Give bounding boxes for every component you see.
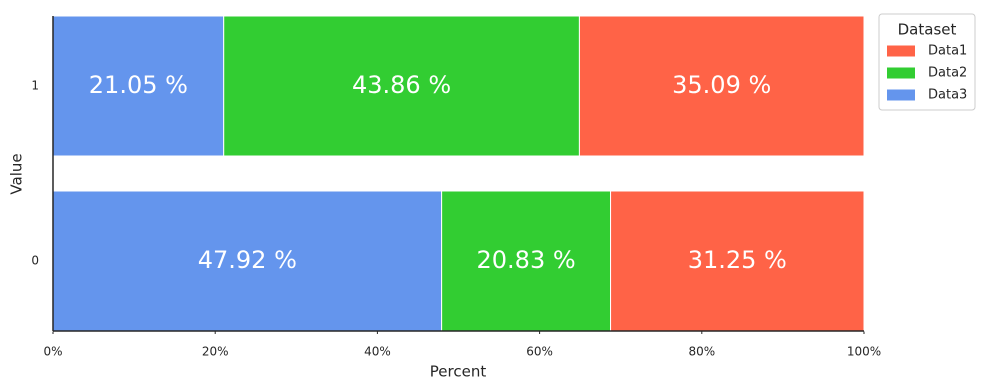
value-label: 43.86 % [352, 71, 451, 99]
value-label: 21.05 % [89, 71, 188, 99]
legend-box [878, 13, 976, 111]
legend-swatch [887, 45, 915, 57]
value-label: 31.25 % [688, 246, 787, 274]
value-label: 35.09 % [672, 71, 771, 99]
x-tick-label: 20% [202, 345, 229, 359]
legend-swatch [887, 89, 915, 101]
value-label: 20.83 % [477, 246, 576, 274]
y-tick-label: 0 [31, 254, 39, 268]
legend-swatch [887, 67, 915, 79]
legend-label: Data3 [928, 88, 967, 103]
bar-segment [578, 15, 865, 157]
y-axis-label: Value [8, 153, 26, 194]
bar-segment [223, 15, 580, 157]
x-axis-label: Percent [430, 363, 487, 381]
x-tick-label: 0% [43, 345, 62, 359]
y-tick-label: 1 [31, 79, 39, 93]
x-tick-label: 100% [847, 345, 881, 359]
value-label: 47.92 % [198, 246, 297, 274]
bar-segment [52, 15, 225, 157]
legend-label: Data2 [928, 66, 967, 81]
x-tick-label: 40% [364, 345, 391, 359]
x-tick-label: 60% [526, 345, 553, 359]
legend-title: Dataset [898, 21, 957, 39]
legend-label: Data1 [928, 44, 967, 59]
x-tick-label: 80% [688, 345, 715, 359]
